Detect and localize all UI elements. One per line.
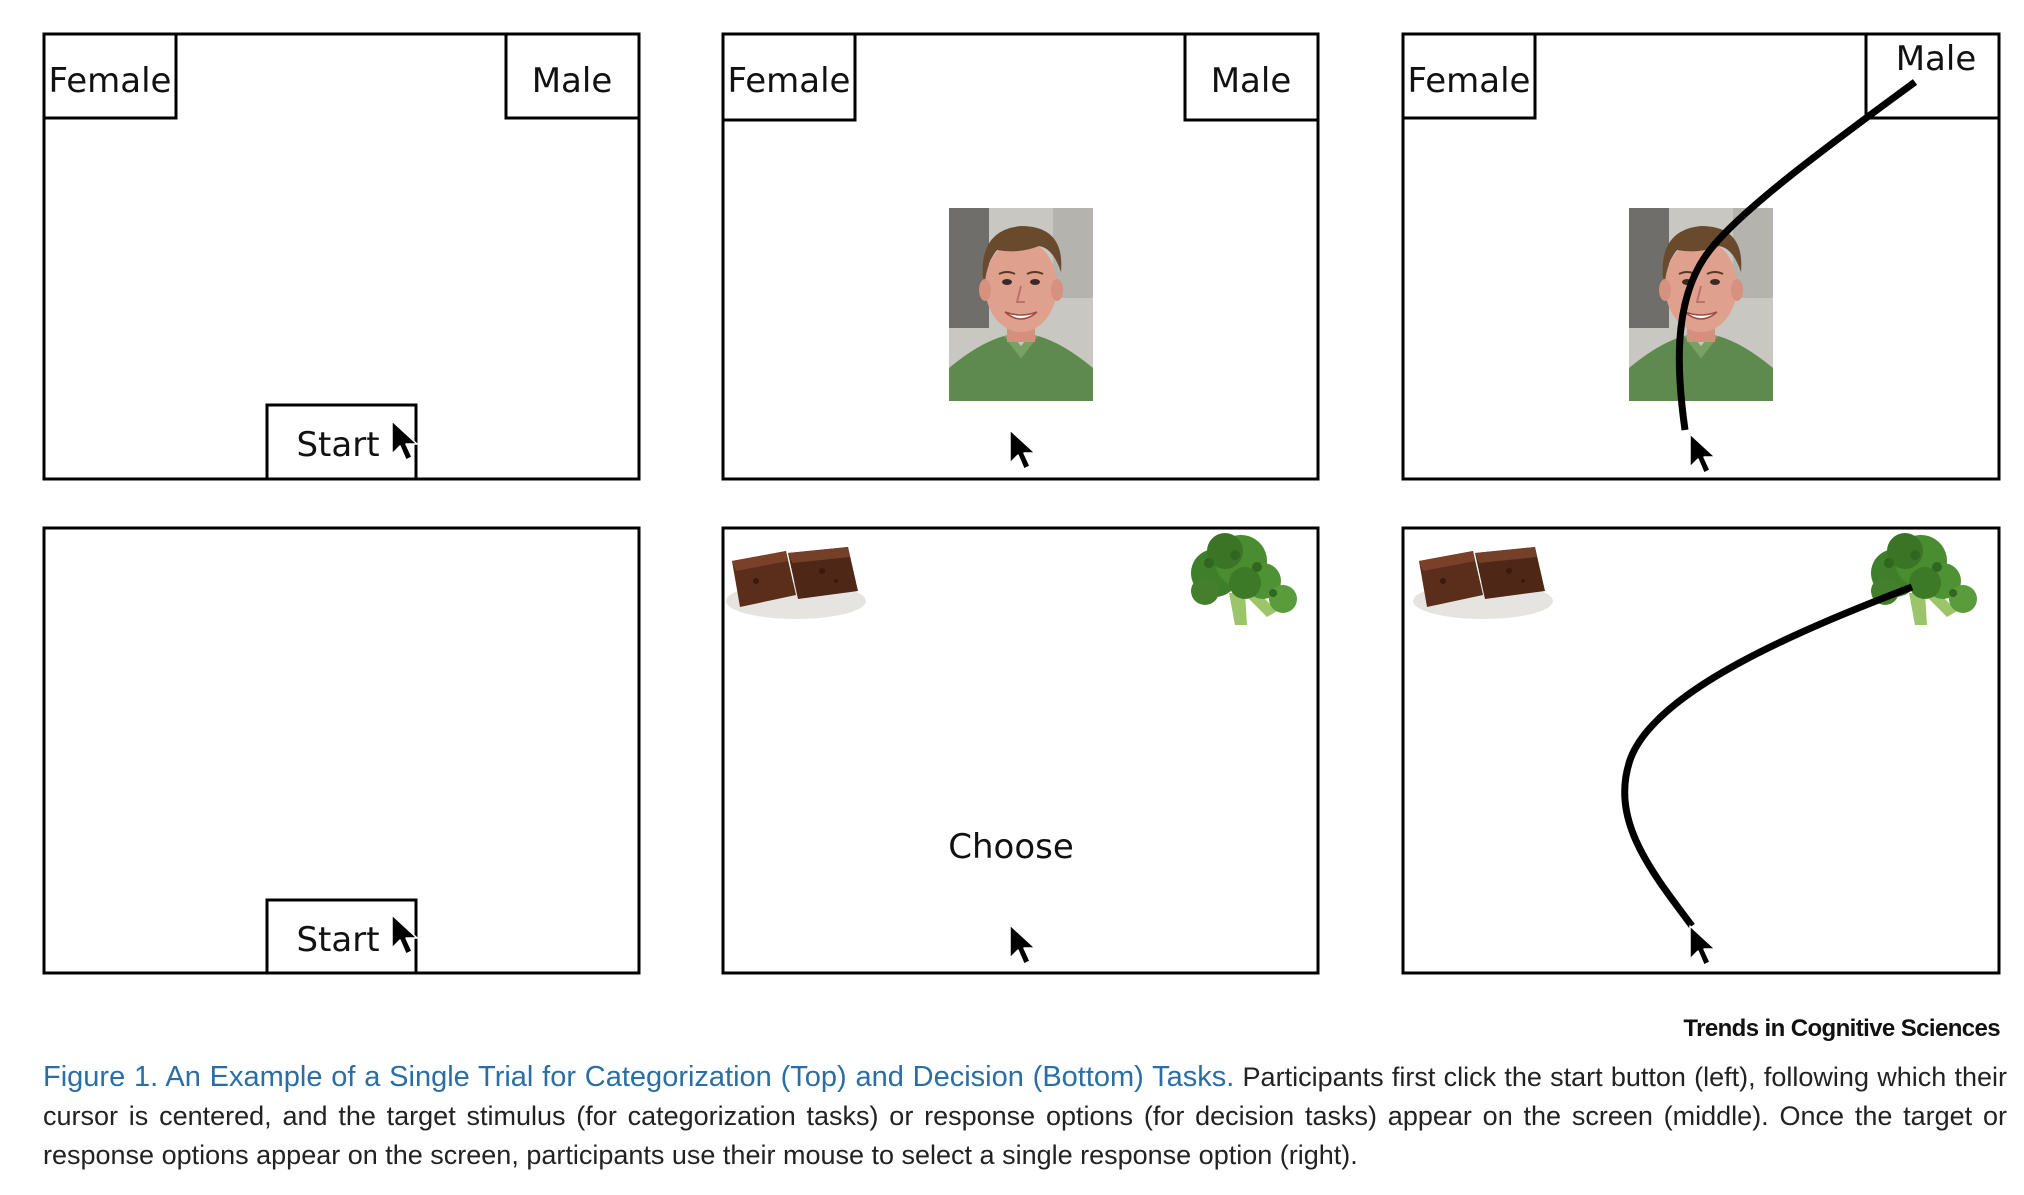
face-photo [948, 207, 1094, 402]
panel-bottom-middle: Choose [721, 526, 1320, 975]
journal-credit: Trends in Cognitive Sciences [1683, 1015, 2000, 1042]
male-button[interactable] [504, 32, 641, 120]
choose-prompt: Choose [948, 827, 1074, 867]
female-button[interactable] [42, 32, 178, 120]
female-label: Female [1408, 61, 1531, 101]
panel-top-right: Female Male [1401, 32, 2001, 481]
start-button[interactable] [265, 403, 418, 481]
male-label: Male [1211, 61, 1292, 101]
female-label: Female [49, 61, 172, 101]
male-button[interactable] [1183, 32, 1320, 122]
face-photo [1628, 207, 1774, 402]
brownie-image[interactable] [726, 541, 866, 621]
female-button[interactable] [1401, 32, 1537, 120]
panel-bottom-right [1401, 526, 2001, 975]
female-label: Female [728, 61, 851, 101]
mouse-trajectory [1621, 583, 1914, 929]
panel-top-middle: Female Male [721, 32, 1320, 481]
caption-body: Participants first click the start butto… [43, 1062, 2007, 1170]
caption-title: Figure 1. An Example of a Single Trial f… [43, 1061, 1235, 1093]
mouse-trajectory [1675, 79, 1918, 431]
start-label: Start [296, 425, 379, 465]
male-label: Male [1896, 39, 1977, 79]
brownie-image[interactable] [1413, 541, 1553, 621]
panel-bottom-left: Start [42, 526, 641, 975]
male-label: Male [532, 61, 613, 101]
panel-top-left: Female Male Start [42, 32, 641, 481]
female-button[interactable] [721, 32, 857, 122]
figure-diagram: Female Male Start Female Male Female Mal… [42, 32, 2001, 975]
start-label: Start [296, 920, 379, 960]
figure-caption: Figure 1. An Example of a Single Trial f… [43, 1058, 2007, 1175]
